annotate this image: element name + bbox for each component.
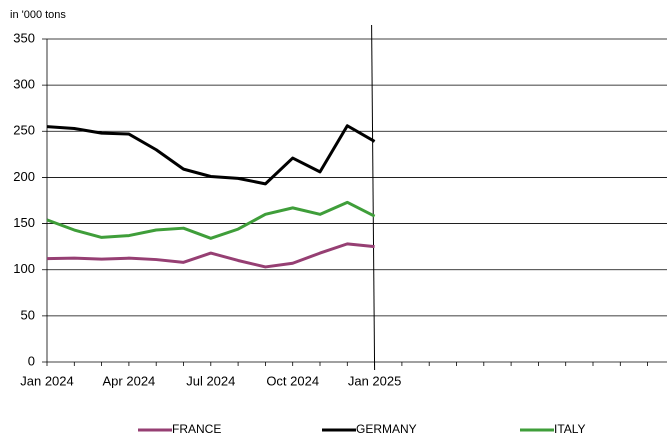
y-tick-label: 50 bbox=[21, 307, 35, 322]
y-axis-label: in '000 tons bbox=[10, 9, 66, 21]
series-line bbox=[46, 242, 375, 269]
y-tick-label: 300 bbox=[13, 77, 35, 92]
y-tick-label: 350 bbox=[13, 30, 35, 45]
series-line bbox=[46, 200, 376, 240]
y-tick-label: 0 bbox=[28, 353, 35, 368]
x-tick-label: Apr 2024 bbox=[103, 373, 156, 388]
legend-label: GERMANY bbox=[356, 422, 417, 436]
y-tick-label: 100 bbox=[13, 261, 35, 276]
y-tick-label: 200 bbox=[13, 169, 35, 184]
x-tick-label: Oct 2024 bbox=[266, 373, 319, 388]
y-tick-label: 250 bbox=[13, 123, 35, 138]
legend-label: ITALY bbox=[554, 422, 586, 436]
x-tick-label: Jan 2025 bbox=[348, 373, 402, 388]
series-line bbox=[46, 124, 376, 186]
x-tick-label: Jul 2024 bbox=[186, 373, 235, 388]
y-tick-label: 150 bbox=[13, 215, 35, 230]
marker-line bbox=[371, 24, 376, 371]
legend-label: FRANCE bbox=[172, 422, 221, 436]
x-tick-label: Jan 2024 bbox=[20, 373, 74, 388]
